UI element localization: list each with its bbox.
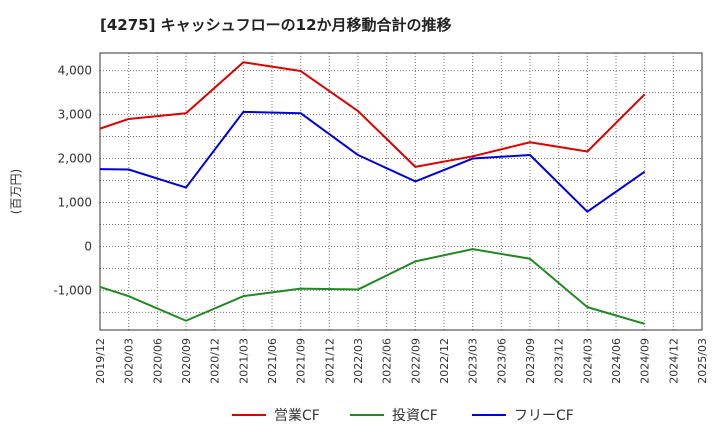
y-tick-label: 0 (84, 239, 92, 253)
x-tick-label: 2019/12 (94, 338, 107, 384)
legend-label: 投資CF (392, 408, 438, 424)
y-tick-label: 1,000 (58, 195, 92, 209)
x-tick-label: 2022/09 (409, 338, 422, 384)
x-tick-label: 2020/09 (180, 338, 193, 384)
x-tick-label: 2023/09 (524, 338, 537, 384)
x-tick-label: 2021/09 (295, 338, 308, 384)
x-tick-label: 2023/12 (553, 338, 566, 384)
x-tick-label: 2023/03 (467, 338, 480, 384)
y-axis-label: (百万円) (9, 169, 23, 214)
x-tick-label: 2021/03 (237, 338, 250, 384)
x-tick-label: 2024/09 (639, 338, 652, 384)
y-tick-label: 4,000 (58, 64, 92, 78)
y-tick-label: 2,000 (58, 152, 92, 166)
x-tick-label: 2021/12 (323, 338, 336, 384)
x-tick-label: 2021/06 (266, 338, 279, 384)
x-tick-label: 2020/03 (123, 338, 136, 384)
y-tick-label: 3,000 (58, 108, 92, 122)
x-tick-label: 2020/12 (209, 338, 222, 384)
y-tick-label: -1,000 (53, 283, 92, 297)
plot-frame (99, 52, 703, 331)
legend-label: 営業CF (274, 408, 320, 424)
x-tick-label: 2022/12 (438, 338, 451, 384)
x-tick-label: 2022/06 (381, 338, 394, 384)
series-line (99, 248, 645, 325)
x-tick-label: 2025/03 (696, 338, 709, 384)
series-line (99, 110, 646, 213)
chart-title: [4275] キャッシュフローの12か月移動合計の推移 (100, 16, 452, 34)
series-line (99, 61, 646, 168)
x-tick-label: 2024/12 (667, 338, 680, 384)
x-tick-label: 2024/03 (581, 338, 594, 384)
x-tick-label: 2024/06 (610, 338, 623, 384)
x-tick-label: 2023/06 (495, 338, 508, 384)
x-tick-label: 2022/03 (352, 338, 365, 384)
x-tick-label: 2020/06 (151, 338, 164, 384)
legend-label: フリーCF (514, 408, 574, 424)
